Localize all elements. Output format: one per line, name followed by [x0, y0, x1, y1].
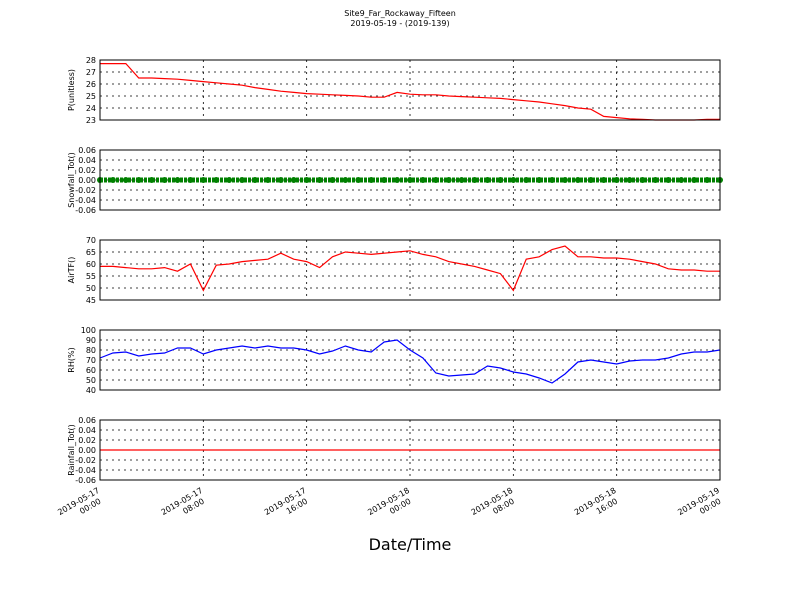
plot-frame — [99, 239, 721, 301]
y-tick-label: 70 — [86, 236, 96, 245]
x-tick-label: 2019-05-1900:00 — [676, 486, 726, 526]
plot-frame — [99, 329, 721, 391]
y-tick-label: 40 — [86, 386, 96, 395]
y-tick-label: -0.02 — [75, 456, 96, 465]
y-tick-label: 80 — [86, 346, 96, 355]
y-tick-label: 70 — [86, 356, 96, 365]
line — [99, 339, 721, 384]
x-tick-label: 2019-05-1816:00 — [573, 486, 623, 526]
y-tick-label: 0.04 — [78, 426, 96, 435]
x-axis-label: Date/Time — [369, 535, 452, 554]
plot-frame — [99, 419, 721, 481]
y-tick-label: 60 — [86, 260, 96, 269]
y-tick-label: 28 — [86, 56, 96, 65]
y-tick-label: 0.00 — [78, 446, 96, 455]
y-tick-label: 55 — [86, 272, 96, 281]
y-tick-label: 50 — [86, 376, 96, 385]
y-tick-label: 65 — [86, 248, 96, 257]
y-tick-label: 0.00 — [78, 176, 96, 185]
y-tick-label: -0.06 — [75, 206, 96, 215]
y-tick-label: -0.04 — [75, 196, 96, 205]
x-tick-label: 2019-05-1716:00 — [263, 486, 313, 526]
y-tick-label: 90 — [86, 336, 96, 345]
x-tick-label: 2019-05-1700:00 — [56, 486, 106, 526]
y-tick-label: 0.02 — [78, 166, 96, 175]
y-tick-label: 0.02 — [78, 436, 96, 445]
chart-subtitle: 2019-05-19 - (2019-139) — [350, 19, 449, 28]
y-tick-label: 26 — [86, 80, 96, 89]
y-tick-label: 25 — [86, 92, 96, 101]
plot-frame — [99, 59, 721, 121]
y-tick-label: 23 — [86, 116, 96, 125]
x-tick-label: 2019-05-1808:00 — [470, 486, 520, 526]
y-tick-label: 0.06 — [78, 146, 96, 155]
y-tick-label: 27 — [86, 68, 96, 77]
y-tick-label: 45 — [86, 296, 96, 305]
y-tick-label: 60 — [86, 366, 96, 375]
line — [100, 245, 720, 292]
y-tick-label: -0.02 — [75, 186, 96, 195]
y-axis-label: AirTF() — [67, 257, 76, 284]
y-axis-label: P(unitless) — [67, 69, 76, 111]
line — [100, 63, 720, 121]
y-tick-label: 100 — [81, 326, 96, 335]
x-tick-label: 2019-05-1708:00 — [160, 486, 210, 526]
x-tick-label: 2019-05-1800:00 — [366, 486, 416, 526]
y-tick-label: -0.06 — [75, 476, 96, 485]
chart-title: Site9_Far_Rockaway_Fifteen — [344, 9, 456, 18]
y-tick-label: 24 — [86, 104, 96, 113]
y-tick-label: 0.04 — [78, 156, 96, 165]
y-axis-label: RH(%) — [67, 347, 76, 372]
y-axis-label: Rainfall_Tot() — [67, 424, 76, 476]
y-tick-label: -0.04 — [75, 466, 96, 475]
y-tick-label: 50 — [86, 284, 96, 293]
y-tick-label: 0.06 — [78, 416, 96, 425]
plot-frame — [99, 149, 721, 211]
y-axis-label: Snowfall_Tot() — [67, 152, 76, 208]
